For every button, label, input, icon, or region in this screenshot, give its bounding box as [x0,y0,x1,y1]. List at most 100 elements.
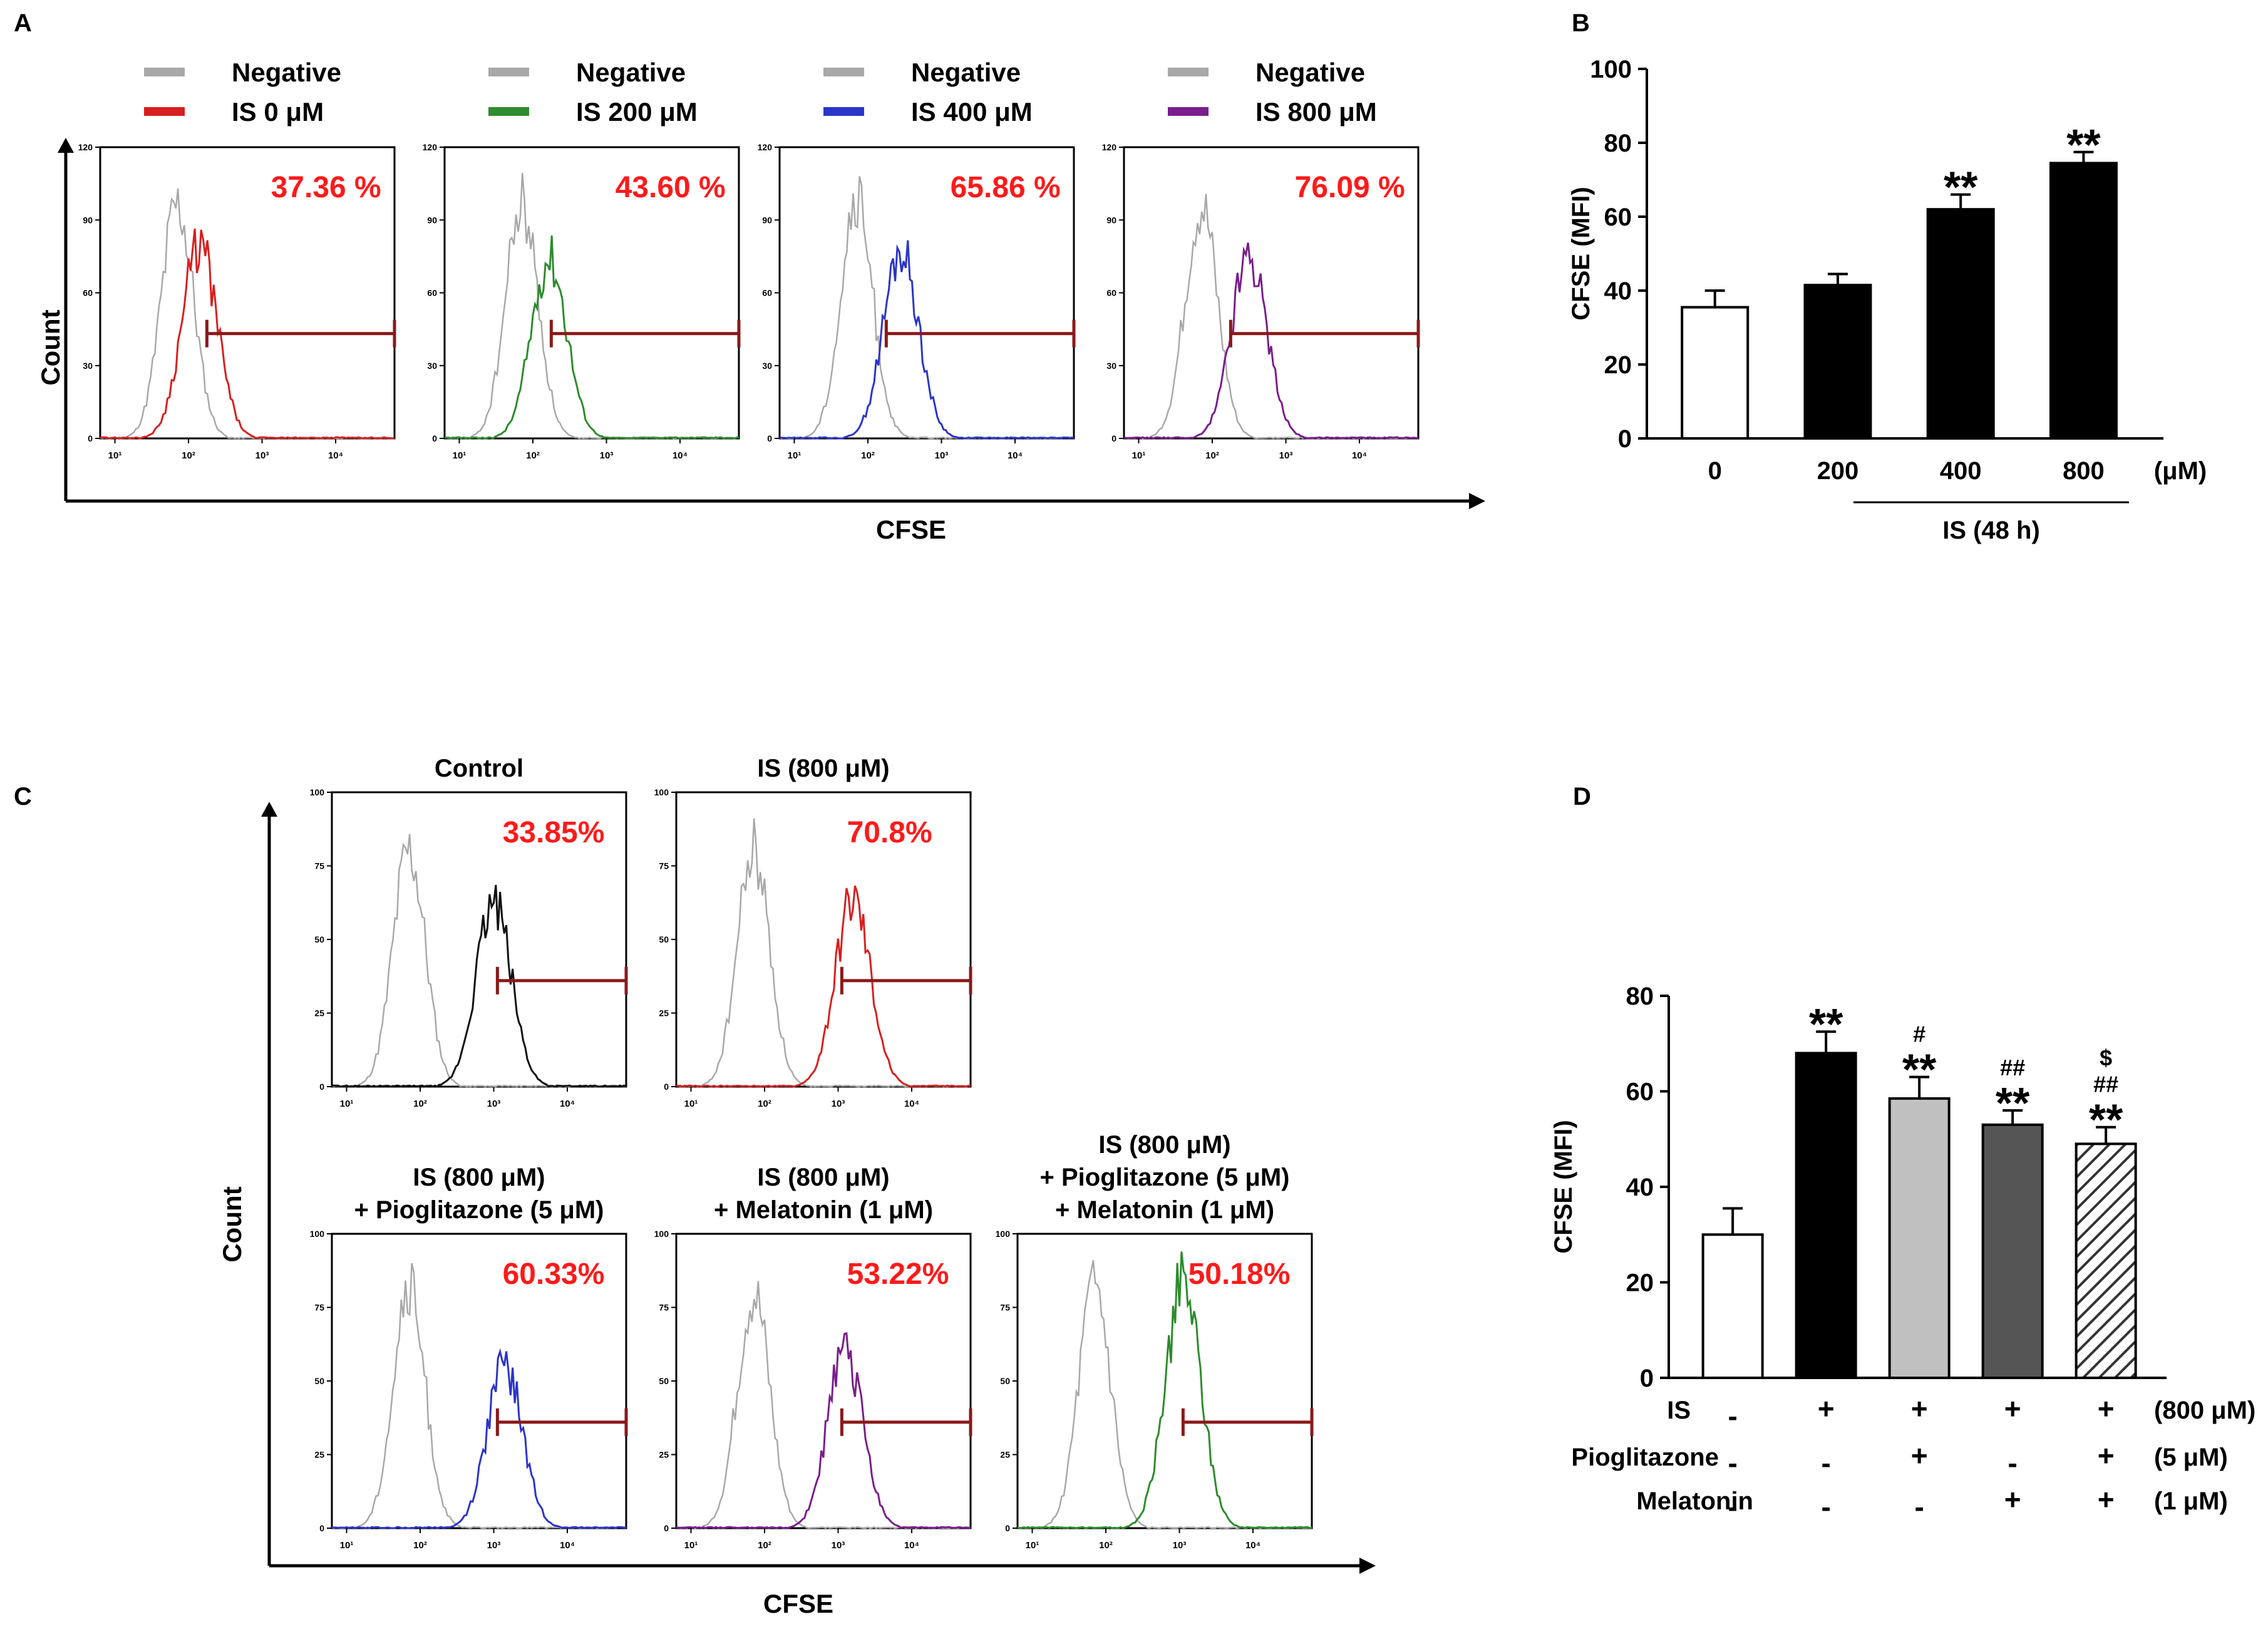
panel-c-letter: C [14,783,32,810]
panel-b-category-label: 400 [1940,457,1982,485]
panel-c-x-tick-label: 10¹ [684,1540,698,1551]
panel-c-gated-percent: 33.85% [503,816,605,849]
panel-c-y-tick-label: 25 [1000,1450,1010,1460]
panel-c: C Count CFSE 0 25 50 75 100 10¹ 10² 10³ 10⁴ 33.85… [14,755,1376,1618]
panel-c-gated-percent: 53.22% [847,1258,949,1291]
panel-d-table-sign: + [1911,1439,1928,1472]
panel-c-histogram-0: 0 25 50 75 100 10¹ 10² 10³ 10⁴ 33.85% Control [310,755,628,1109]
panel-b-y-tick-label: 0 [1618,425,1632,453]
panel-d-table-unit: (800 μM) [2154,1397,2255,1424]
panel-a-x-tick-label: 10⁴ [1352,450,1367,461]
panel-d-table-sign: + [2098,1439,2115,1472]
panel-a-gated-percent: 43.60 % [616,171,726,204]
panel-c-x-tick-label: 10² [1099,1540,1113,1551]
panel-d-significance-mark: ** [2089,1095,2123,1144]
panel-c-x-tick-label: 10² [413,1540,427,1551]
panel-b-group-label: IS (48 h) [1942,517,2040,544]
panel-d-significance-mark: ** [1809,1000,1843,1048]
panel-d-significance-mark: ** [1902,1045,1937,1094]
panel-a-x-tick-label: 10⁴ [1008,450,1023,461]
panel-a-x-tick-label: 10⁴ [673,450,688,461]
panel-b-significance-mark: ** [1944,163,1978,212]
panel-c-x-tick-label: 10² [413,1099,427,1109]
panel-a-y-tick-label: 60 [1106,288,1116,298]
panel-a-y-tick-label: 30 [427,361,437,371]
panel-a-histogram-1: 0 30 60 90 120 10¹ 10² 10³ 10⁴ 43.60 % Negative IS … [423,58,741,461]
panel-a-y-tick-label: 30 [762,361,772,371]
panel-d-table-sign: + [1818,1392,1835,1425]
panel-d-table-sign: + [2004,1483,2021,1516]
panel-a-y-tick-label: 90 [1106,215,1116,225]
panel-a-sample-curve [1123,242,1418,440]
panel-b-y-tick-label: 40 [1604,277,1632,305]
panel-d-table-sign: - [1821,1491,1830,1523]
panel-c-x-arrow [1359,1558,1376,1574]
panel-a-gated-percent: 65.86 % [951,171,1061,204]
panel-c-sample-curve [676,1332,971,1529]
panel-c-y-tick-label: 50 [659,934,669,944]
panel-c-x-tick-label: 10⁴ [560,1540,575,1551]
panel-c-histogram-4: 0 25 50 75 100 10¹ 10² 10³ 10⁴ 50.18% IS (800 μM) +… [996,1131,1314,1551]
panel-a-gated-percent: 37.36 % [271,171,381,204]
panel-a-sample-curve [779,240,1075,440]
panel-a-x-tick-label: 10¹ [108,450,122,461]
panel-d-letter: D [1573,783,1591,810]
panel-c-gated-percent: 60.33% [503,1258,605,1291]
panel-a-histogram-2: 0 30 60 90 120 10¹ 10² 10³ 10⁴ 65.86 % Negative IS … [758,58,1076,461]
panel-a-histograms: 0 30 60 90 120 10¹ 10² 10³ 10⁴ 37.36 % Negative IS … [78,58,1420,461]
panel-d-y-tick-label: 0 [1640,1365,1654,1392]
panel-c-x-tick-label: 10³ [487,1540,501,1551]
panel-c-histogram-2: 0 25 50 75 100 10¹ 10² 10³ 10⁴ 60.33% IS (800 μM) +… [310,1164,628,1551]
panel-c-title-line: IS (800 μM) [757,755,889,782]
panel-c-y-tick-label: 0 [664,1082,669,1092]
panel-a-letter: A [14,9,32,37]
panel-d-table-unit: (5 μM) [2154,1444,2228,1471]
panel-c-x-tick-label: 10⁴ [1245,1540,1260,1551]
panel-a-y-tick-label: 90 [762,215,772,225]
panel-a-x-tick-label: 10¹ [453,450,466,461]
panel-c-sample-curve [676,885,971,1088]
panel-c-sample-curve [1017,1251,1312,1529]
panel-b-bar [2049,162,2118,440]
panel-a-histogram-3: 0 30 60 90 120 10¹ 10² 10³ 10⁴ 76.09 % Negative IS … [1102,58,1420,461]
panel-d-bar [1888,1097,1951,1379]
panel-d-table-sign: - [1914,1491,1924,1523]
panel-a-gated-percent: 76.09 % [1295,171,1405,204]
panel-c-title-line: IS (800 μM) [413,1164,545,1191]
panel-c-x-tick-label: 10¹ [684,1099,698,1109]
panel-d-significance-mark: ** [1996,1078,2030,1127]
panel-c-gated-percent: 70.8% [847,816,932,849]
panel-c-x-tick-label: 10² [758,1540,771,1551]
panel-c-title-line: + Melatonin (1 μM) [714,1196,933,1224]
panel-a-y-tick-label: 120 [758,142,773,152]
legend-negative-label: Negative [232,58,341,87]
panel-c-gated-percent: 50.18% [1188,1258,1291,1291]
panel-b-category-label: 200 [1817,457,1859,485]
panel-d-table-sign: - [1728,1447,1737,1479]
panel-c-x-tick-label: 10² [758,1099,771,1109]
panel-c-histograms: 0 25 50 75 100 10¹ 10² 10³ 10⁴ 33.85% Control 0 25 50… [310,755,1314,1551]
panel-b-bar-chart: 0 20 40 60 80 100 ** ** 0 200 400 800 [1590,56,2163,485]
legend-sample-label: IS 200 μM [576,97,698,127]
panel-d-significance-mark: ## [2093,1072,2118,1097]
panel-b-significance-mark: ** [2066,120,2101,169]
panel-a-y-tick-label: 120 [78,142,93,152]
panel-d-bar [2075,1142,2137,1379]
panel-c-y-tick-label: 25 [314,1450,324,1460]
panel-d-table-row-label: IS [1667,1397,1691,1424]
panel-c-histogram-1: 0 25 50 75 100 10¹ 10² 10³ 10⁴ 70.8% IS (800 μM) [654,755,972,1109]
panel-c-y-tick-label: 25 [659,1008,669,1018]
panel-c-y-tick-label: 25 [314,1008,324,1018]
panel-a-y-tick-label: 30 [1106,361,1116,371]
panel-c-y-tick-label: 75 [1000,1303,1010,1313]
panel-a-y-tick-label: 120 [423,142,438,152]
panel-b-category-label: 0 [1708,457,1722,485]
panel-c-y-tick-label: 50 [1000,1376,1010,1386]
panel-c-x-tick-label: 10¹ [340,1540,354,1551]
panel-a-x-label: CFSE [876,515,946,544]
panel-c-x-tick-label: 10⁴ [904,1099,919,1109]
panel-a-x-tick-label: 10² [1205,450,1219,461]
panel-a-x-tick-label: 10³ [1279,450,1293,461]
panel-a-y-arrow [58,138,74,153]
